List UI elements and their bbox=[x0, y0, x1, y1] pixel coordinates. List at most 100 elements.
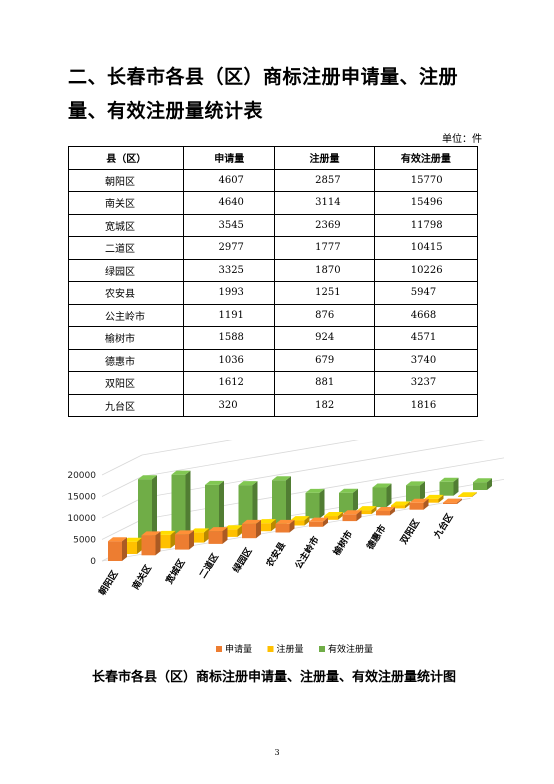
bar-top bbox=[458, 492, 477, 497]
table-row: 宽城区 3545 2369 11798 bbox=[67, 213, 479, 237]
cell-applications: 2977 bbox=[183, 236, 276, 260]
bar-top bbox=[141, 531, 161, 536]
cell-applications: 1191 bbox=[183, 303, 276, 327]
cell-district: 绿园区 bbox=[67, 258, 185, 282]
bar bbox=[324, 516, 338, 520]
bar-top bbox=[372, 483, 392, 488]
bar bbox=[372, 487, 387, 508]
table-row: 公主岭市 1191 876 4668 bbox=[67, 303, 479, 327]
cell-applications: 1993 bbox=[183, 281, 276, 305]
cell-registrations: 2857 bbox=[274, 168, 375, 192]
x-tick-label: 二道区 bbox=[197, 551, 221, 580]
x-tick-label: 九台区 bbox=[431, 511, 456, 541]
bar-side bbox=[386, 483, 392, 508]
chart-svg: 0 5000 10000 15000 20000 朝阳区 南关区 宽城区 二道区 绿园区 农安县 公主… bbox=[67, 440, 504, 655]
table-header-row: 县（区） 申请量 注册量 有效注册量 bbox=[67, 146, 479, 170]
x-tick-label: 农安县 bbox=[263, 540, 288, 570]
table-row: 绿园区 3325 1870 10226 bbox=[67, 258, 479, 282]
bar-top bbox=[242, 519, 261, 524]
bar bbox=[205, 484, 219, 536]
bar bbox=[108, 541, 122, 561]
cell-valid-registrations: 3237 bbox=[373, 371, 479, 395]
bar-side bbox=[423, 498, 429, 510]
bar-side bbox=[289, 519, 295, 533]
gridline bbox=[141, 440, 359, 477]
gridline bbox=[101, 454, 143, 476]
header-applications: 申请量 bbox=[183, 146, 276, 170]
gridline bbox=[101, 497, 143, 519]
page-number: 3 bbox=[274, 748, 280, 757]
cell-applications: 320 bbox=[183, 393, 276, 417]
gridline bbox=[141, 440, 233, 456]
bar bbox=[473, 482, 487, 490]
cell-district: 九台区 bbox=[67, 393, 185, 417]
table-row: 二道区 2977 1777 10415 bbox=[67, 236, 479, 260]
y-tick-label: 5000 bbox=[73, 536, 96, 546]
bar-side bbox=[472, 492, 477, 497]
cell-valid-registrations: 4668 bbox=[373, 303, 479, 327]
bar bbox=[238, 485, 253, 530]
cell-registrations: 876 bbox=[274, 303, 375, 327]
gridline bbox=[141, 440, 486, 499]
bar-side bbox=[487, 478, 492, 490]
cell-applications: 1036 bbox=[183, 348, 276, 372]
cell-valid-registrations: 15496 bbox=[373, 191, 479, 215]
bar bbox=[272, 480, 286, 525]
bar-side bbox=[152, 475, 157, 547]
bar-top bbox=[406, 481, 425, 486]
table-row: 农安县 1993 1251 5947 bbox=[67, 281, 479, 305]
bar bbox=[223, 529, 238, 537]
bar-top bbox=[138, 475, 157, 480]
bar bbox=[406, 485, 420, 502]
bar-side bbox=[286, 476, 291, 525]
cell-registrations: 1777 bbox=[274, 236, 375, 260]
bar-side bbox=[356, 510, 362, 522]
table-row: 双阳区 1612 881 3237 bbox=[67, 371, 479, 395]
bar bbox=[257, 523, 271, 532]
bar bbox=[175, 534, 189, 550]
cell-registrations: 924 bbox=[274, 326, 375, 350]
bar bbox=[342, 514, 357, 522]
cell-applications: 1612 bbox=[183, 371, 276, 395]
cell-valid-registrations: 10226 bbox=[373, 258, 479, 282]
bar-top bbox=[357, 506, 377, 511]
gridline bbox=[101, 476, 143, 497]
bar-side bbox=[271, 519, 276, 532]
bar-chart: 0 5000 10000 15000 20000 朝阳区 南关区 宽城区 二道区 绿园区 农安县 公主… bbox=[54, 440, 504, 670]
table-row: 南关区 4640 3114 15496 bbox=[67, 191, 479, 215]
cell-district: 二道区 bbox=[67, 236, 185, 260]
legend-swatch bbox=[267, 646, 274, 652]
bar-top bbox=[208, 527, 228, 532]
legend-swatch bbox=[319, 646, 325, 652]
bar-top bbox=[272, 476, 291, 481]
bar-side bbox=[237, 525, 243, 537]
bar-side bbox=[457, 498, 462, 504]
bar-side bbox=[353, 488, 358, 513]
cell-district: 南关区 bbox=[67, 191, 185, 215]
table-row: 榆树市 1588 924 4571 bbox=[67, 326, 479, 350]
bar-top bbox=[339, 488, 358, 493]
y-tick-label: 10000 bbox=[67, 514, 96, 524]
legend-label: 有效注册量 bbox=[328, 643, 373, 655]
cell-district: 朝阳区 bbox=[67, 168, 185, 192]
x-tick-label: 朝阳区 bbox=[96, 568, 120, 597]
x-tick-label: 南关区 bbox=[130, 563, 154, 592]
bar-side bbox=[204, 528, 209, 543]
bar-side bbox=[453, 477, 459, 496]
cell-district: 双阳区 bbox=[67, 371, 185, 395]
table-row: 朝阳区 4607 2857 15770 bbox=[67, 168, 479, 192]
gridline bbox=[101, 519, 143, 540]
bar bbox=[290, 520, 305, 526]
bar bbox=[439, 481, 454, 496]
bar bbox=[443, 502, 457, 504]
cell-applications: 3325 bbox=[183, 258, 276, 282]
bar bbox=[275, 523, 290, 533]
cell-district: 德惠市 bbox=[67, 348, 185, 372]
bar-top bbox=[171, 470, 191, 475]
bar bbox=[138, 479, 152, 547]
cell-valid-registrations: 15770 bbox=[373, 168, 479, 192]
bar-side bbox=[420, 481, 425, 502]
gridline bbox=[141, 457, 504, 520]
x-tick-label: 榆树市 bbox=[331, 528, 355, 557]
bar bbox=[141, 535, 156, 556]
